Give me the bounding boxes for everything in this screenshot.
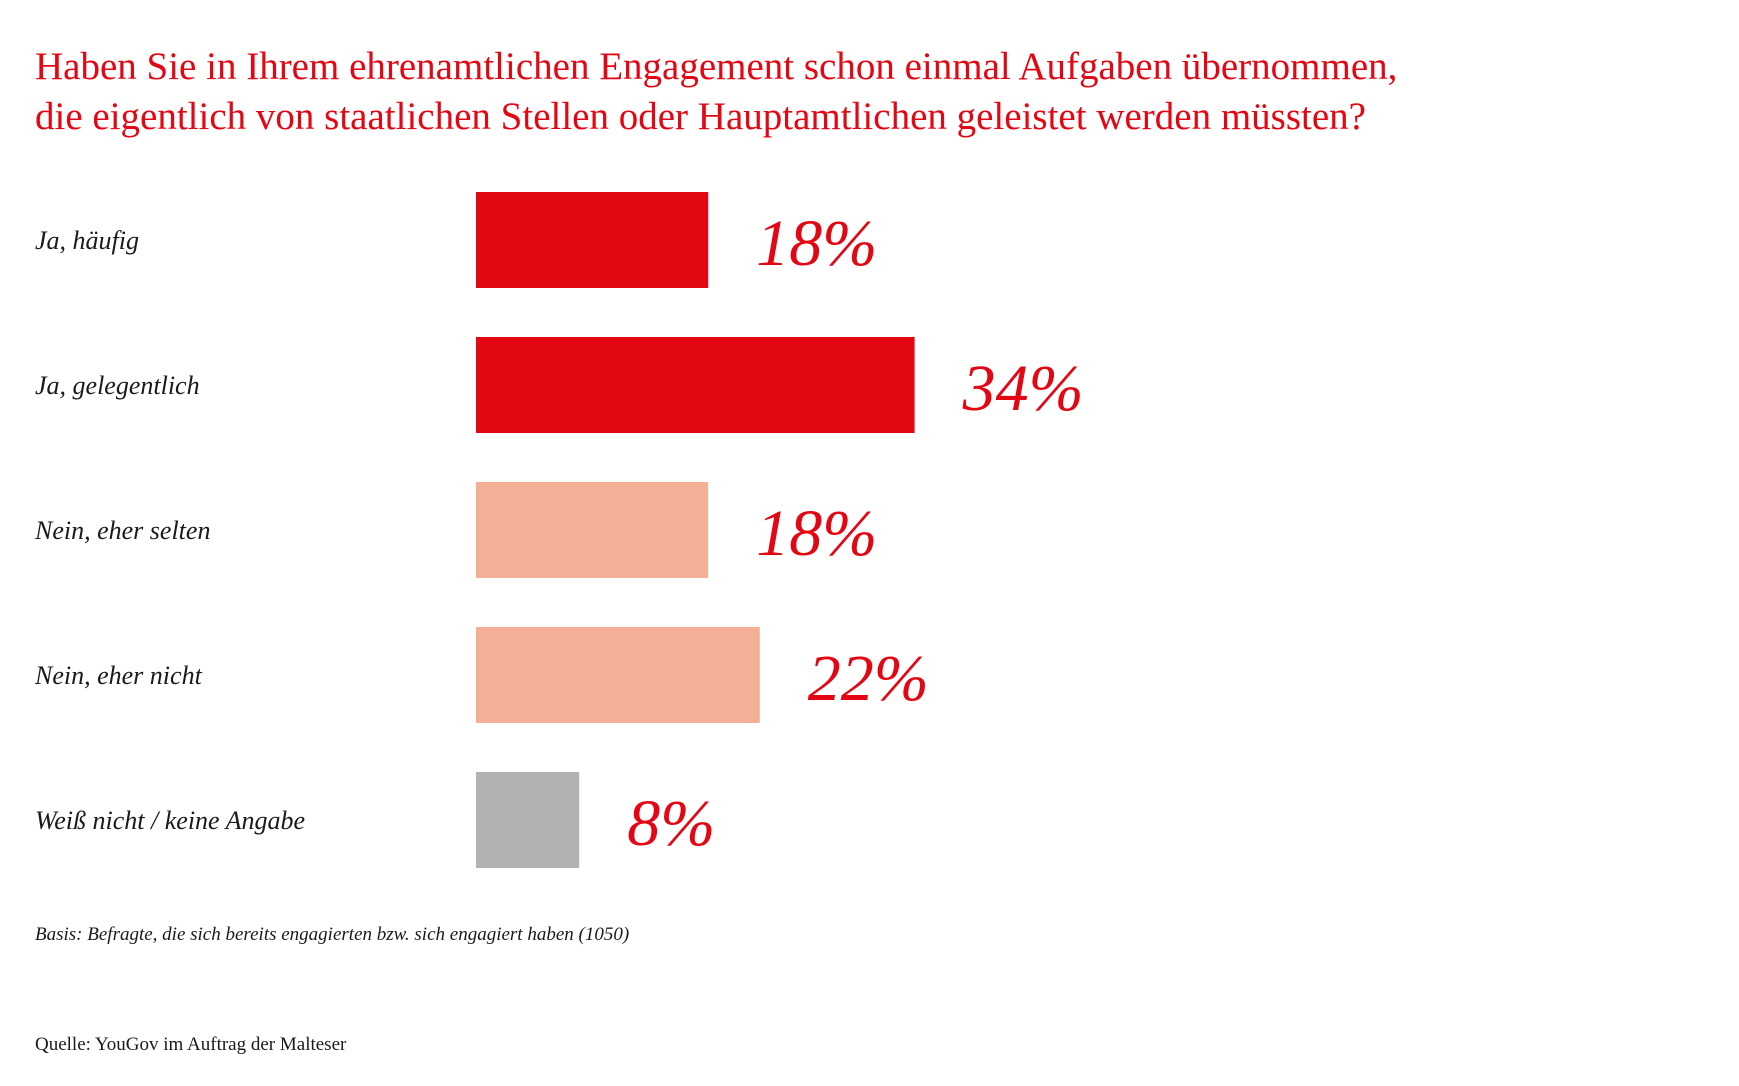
value-label: 34%	[962, 352, 1084, 425]
category-label: Nein, eher nicht	[34, 661, 203, 690]
bar	[476, 772, 580, 868]
category-label: Weiß nicht / keine Angabe	[35, 806, 305, 835]
value-label: 18%	[756, 207, 877, 280]
source-note: Quelle: YouGov im Auftrag der Malteser	[35, 1034, 347, 1055]
category-label: Ja, häufig	[35, 226, 139, 255]
value-label: 18%	[756, 497, 877, 570]
bar	[476, 482, 709, 578]
basis-note: Basis: Befragte, die sich bereits engagi…	[35, 924, 630, 945]
category-label: Nein, eher selten	[34, 516, 210, 545]
chart-title-line-2: die eigentlich von staatlichen Stellen o…	[35, 95, 1366, 138]
bar	[476, 627, 760, 723]
chart-title: Haben Sie in Ihrem ehrenamtlichen Engage…	[35, 42, 1715, 142]
bar	[476, 192, 709, 288]
bar	[476, 337, 915, 433]
bar-chart: Ja, häufig 18% Ja, gelegentlich 34% Nein, eh…	[34, 192, 1084, 868]
value-label: 22%	[808, 642, 929, 715]
category-label: Ja, gelegentlich	[35, 371, 200, 400]
chart-title-line-1: Haben Sie in Ihrem ehrenamtlichen Engage…	[35, 45, 1398, 88]
value-label: 8%	[627, 787, 715, 860]
